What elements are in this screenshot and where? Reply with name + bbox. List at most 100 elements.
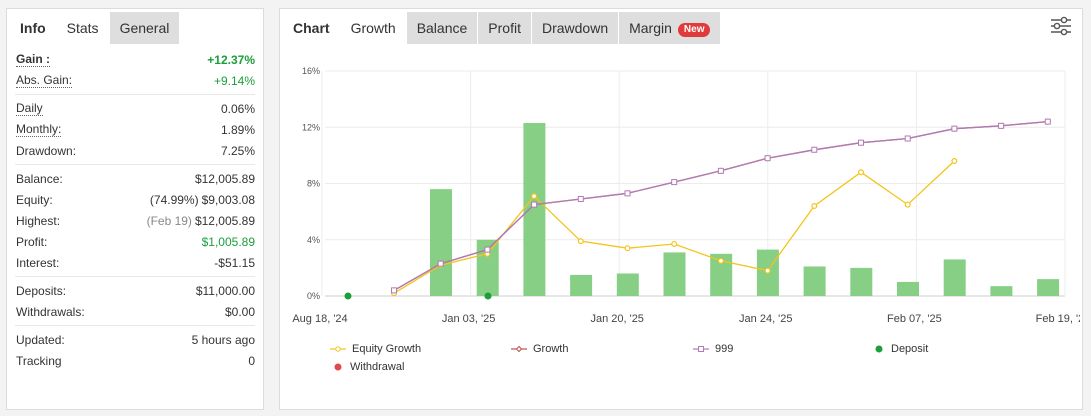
legend-deposit-label: Deposit — [891, 343, 929, 355]
monthly-label[interactable]: Monthly: — [16, 122, 62, 137]
stats-tabbar: Info Stats General — [10, 12, 180, 44]
equity-growth-point — [904, 201, 911, 208]
growth-bar — [943, 259, 966, 296]
daily-label[interactable]: Daily — [16, 101, 43, 116]
series-999-point — [764, 155, 771, 162]
equity-growth-point — [951, 157, 958, 164]
tab-chart[interactable]: Chart — [293, 20, 330, 36]
growth-bar — [430, 189, 452, 296]
series-999-point — [437, 260, 444, 267]
abs-gain-label[interactable]: Abs. Gain: — [16, 73, 73, 88]
legend-growth[interactable]: Growth — [511, 341, 568, 357]
equity-growth-point — [624, 245, 631, 252]
growth-bar — [663, 252, 686, 296]
highest-value-wrap: (Feb 19) $12,005.89 — [147, 214, 255, 228]
series-999-point — [858, 139, 864, 146]
gain-value: +12.37% — [207, 52, 255, 67]
deposits-value: $11,000.00 — [195, 283, 255, 298]
interest-label: Interest: — [16, 255, 60, 270]
highest-date: (Feb 19) — [146, 213, 192, 228]
interest-value: -$51.15 — [214, 255, 255, 270]
equity-growth-point — [577, 238, 584, 245]
growth-bar — [850, 267, 873, 296]
y-tick-label: 12% — [302, 122, 320, 132]
equity-percent: (74.99%) — [149, 192, 199, 207]
updated-label: Updated: — [16, 332, 65, 347]
balance-label: Balance: — [16, 171, 63, 186]
y-tick-label: 16% — [302, 66, 320, 76]
legend-equity-marker — [330, 346, 346, 352]
series-999-point — [391, 287, 397, 294]
sliders-icon[interactable] — [1050, 16, 1072, 36]
stats-list: Gain : +12.37% Abs. Gain: +9.14% Daily 0… — [7, 49, 263, 371]
stat-row-withdrawals: Withdrawals: $0.00 — [7, 301, 263, 322]
highest-value: $12,005.89 — [194, 213, 255, 228]
tab-info[interactable]: Info — [20, 20, 46, 36]
tab-margin-label: Margin — [629, 20, 672, 36]
stat-row-updated: Updated: 5 hours ago — [7, 329, 263, 350]
deposit-marker — [484, 292, 492, 300]
series-999-point — [671, 179, 678, 186]
x-tick-label: Feb 19, '25 — [1036, 313, 1080, 325]
growth-bar — [710, 253, 733, 296]
tab-drawdown[interactable]: Drawdown — [531, 12, 619, 44]
growth-bar — [803, 266, 826, 296]
equity-growth-point — [717, 257, 724, 264]
tab-balance[interactable]: Balance — [406, 12, 478, 44]
chart-tabbar: Chart Growth Balance Profit Drawdown Mar… — [283, 12, 721, 44]
tab-growth[interactable]: Growth — [340, 12, 406, 44]
legend-999-marker — [693, 346, 709, 352]
stat-row-drawdown: Drawdown: 7.25% — [7, 140, 263, 161]
growth-bar — [990, 286, 1013, 296]
divider — [15, 164, 255, 165]
x-tick-label: Jan 03, '25 — [442, 313, 495, 325]
tab-stats[interactable]: Stats — [56, 12, 109, 44]
stats-panel: Info Stats General Gain : +12.37% Abs. G… — [6, 8, 264, 410]
equity-value-wrap: (74.99%) $9,003.08 — [150, 193, 255, 207]
stat-row-gain: Gain : +12.37% — [7, 49, 263, 70]
divider — [15, 325, 255, 326]
chart-panel: Chart Growth Balance Profit Drawdown Mar… — [279, 8, 1083, 410]
series-999-point — [717, 167, 724, 174]
series-999-point — [951, 125, 958, 132]
equity-growth-point — [671, 240, 678, 247]
monthly-value: 1.89% — [220, 122, 255, 137]
series-999-point — [904, 135, 911, 142]
stat-row-deposits: Deposits: $11,000.00 — [7, 280, 263, 301]
stat-row-tracking: Tracking 0 — [7, 350, 263, 371]
equity-label: Equity: — [16, 192, 53, 207]
legend-deposit[interactable]: Deposit — [875, 341, 928, 357]
stat-row-interest: Interest: -$51.15 — [7, 252, 263, 273]
growth-bar — [897, 281, 919, 296]
drawdown-value: 7.25% — [220, 143, 255, 158]
divider — [15, 94, 255, 95]
stat-row-abs-gain: Abs. Gain: +9.14% — [7, 70, 263, 91]
balance-value: $12,005.89 — [194, 171, 255, 186]
series-999-point — [624, 190, 631, 197]
equity-growth-point — [811, 203, 818, 210]
series-999-point — [484, 246, 491, 253]
tracking-value: 0 — [248, 353, 255, 368]
y-tick-label: 8% — [307, 179, 320, 189]
stat-row-daily: Daily 0.06% — [7, 98, 263, 119]
legend-999[interactable]: 999 — [693, 341, 733, 357]
gain-label[interactable]: Gain : — [16, 52, 51, 67]
tab-profit[interactable]: Profit — [478, 12, 531, 44]
tab-margin[interactable]: Margin New — [619, 12, 721, 44]
legend-withdrawal[interactable]: Withdrawal — [334, 359, 404, 375]
legend-growth-label: Growth — [533, 343, 569, 355]
stat-row-profit: Profit: $1,005.89 — [7, 231, 263, 252]
drawdown-label: Drawdown: — [16, 143, 77, 158]
profit-value: $1,005.89 — [201, 234, 255, 249]
tab-general[interactable]: General — [109, 12, 180, 44]
deposit-marker — [344, 292, 352, 300]
x-tick-label: Feb 07, '25 — [887, 313, 942, 325]
x-tick-label: Aug 18, '24 — [292, 313, 347, 325]
withdrawals-label: Withdrawals: — [16, 304, 85, 319]
stat-row-equity: Equity: (74.99%) $9,003.08 — [7, 189, 263, 210]
highest-label: Highest: — [16, 213, 61, 228]
y-tick-label: 4% — [307, 235, 320, 245]
x-tick-label: Jan 24, '25 — [739, 313, 792, 325]
y-tick-label: 0% — [307, 291, 320, 301]
legend-equity-growth[interactable]: Equity Growth — [330, 341, 421, 357]
